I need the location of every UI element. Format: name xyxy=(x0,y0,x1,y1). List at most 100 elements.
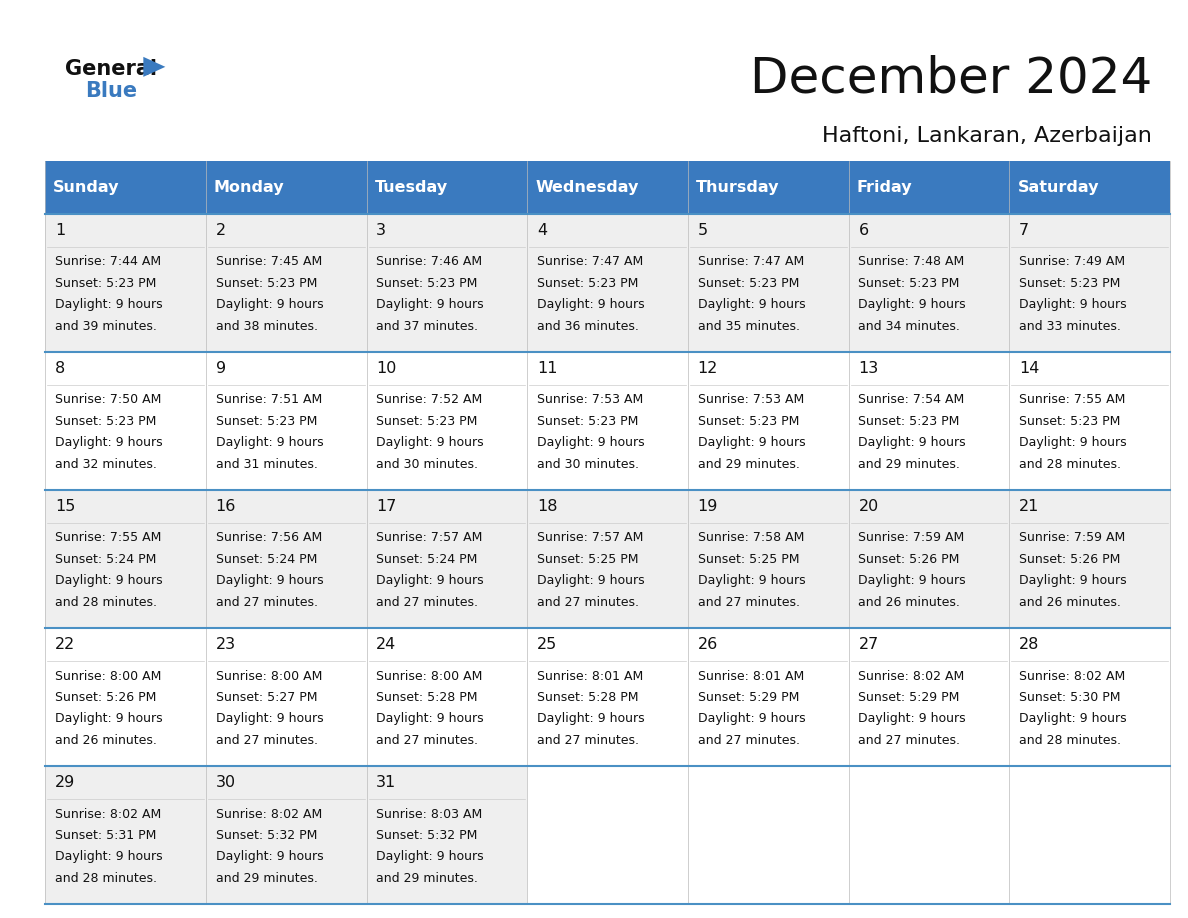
Text: 23: 23 xyxy=(215,637,235,652)
Text: Sunrise: 8:03 AM: Sunrise: 8:03 AM xyxy=(377,808,482,821)
Text: Daylight: 9 hours: Daylight: 9 hours xyxy=(859,712,966,725)
Text: Sunrise: 7:59 AM: Sunrise: 7:59 AM xyxy=(859,532,965,544)
Text: and 29 minutes.: and 29 minutes. xyxy=(215,872,317,885)
Text: Sunset: 5:28 PM: Sunset: 5:28 PM xyxy=(377,691,478,704)
Text: 7: 7 xyxy=(1019,223,1029,238)
Text: and 33 minutes.: and 33 minutes. xyxy=(1019,319,1121,332)
Text: 3: 3 xyxy=(377,223,386,238)
Text: Sunset: 5:23 PM: Sunset: 5:23 PM xyxy=(537,415,638,428)
Bar xyxy=(45,352,1170,490)
Text: Sunset: 5:23 PM: Sunset: 5:23 PM xyxy=(215,415,317,428)
Text: Daylight: 9 hours: Daylight: 9 hours xyxy=(377,850,484,864)
Text: Sunset: 5:31 PM: Sunset: 5:31 PM xyxy=(55,829,156,842)
Text: Sunset: 5:26 PM: Sunset: 5:26 PM xyxy=(1019,553,1120,565)
Text: Sunrise: 7:55 AM: Sunrise: 7:55 AM xyxy=(55,532,162,544)
Text: Daylight: 9 hours: Daylight: 9 hours xyxy=(537,298,645,311)
Text: Sunrise: 7:45 AM: Sunrise: 7:45 AM xyxy=(215,255,322,268)
Text: and 27 minutes.: and 27 minutes. xyxy=(537,733,639,746)
Text: 31: 31 xyxy=(377,775,397,790)
Text: 19: 19 xyxy=(697,499,718,514)
Text: and 28 minutes.: and 28 minutes. xyxy=(1019,457,1121,471)
Text: Sunrise: 7:58 AM: Sunrise: 7:58 AM xyxy=(697,532,804,544)
Text: Monday: Monday xyxy=(214,180,284,195)
Text: Sunrise: 7:57 AM: Sunrise: 7:57 AM xyxy=(537,532,644,544)
Text: Sunrise: 7:55 AM: Sunrise: 7:55 AM xyxy=(1019,394,1125,407)
Text: and 27 minutes.: and 27 minutes. xyxy=(377,733,479,746)
Text: Sunday: Sunday xyxy=(53,180,120,195)
Text: and 38 minutes.: and 38 minutes. xyxy=(215,319,317,332)
Text: and 26 minutes.: and 26 minutes. xyxy=(1019,596,1121,609)
Text: Sunset: 5:24 PM: Sunset: 5:24 PM xyxy=(55,553,156,565)
Text: 17: 17 xyxy=(377,499,397,514)
Text: and 39 minutes.: and 39 minutes. xyxy=(55,319,157,332)
Text: Daylight: 9 hours: Daylight: 9 hours xyxy=(859,298,966,311)
Text: Blue: Blue xyxy=(86,81,138,101)
Text: Sunset: 5:23 PM: Sunset: 5:23 PM xyxy=(697,276,800,290)
Text: Daylight: 9 hours: Daylight: 9 hours xyxy=(1019,712,1126,725)
Text: and 31 minutes.: and 31 minutes. xyxy=(215,457,317,471)
Text: Daylight: 9 hours: Daylight: 9 hours xyxy=(1019,575,1126,588)
Text: Sunset: 5:27 PM: Sunset: 5:27 PM xyxy=(215,691,317,704)
Text: Saturday: Saturday xyxy=(1017,180,1099,195)
Text: and 32 minutes.: and 32 minutes. xyxy=(55,457,157,471)
Text: Daylight: 9 hours: Daylight: 9 hours xyxy=(697,712,805,725)
Text: Sunrise: 7:57 AM: Sunrise: 7:57 AM xyxy=(377,532,482,544)
Text: Daylight: 9 hours: Daylight: 9 hours xyxy=(377,575,484,588)
Text: 29: 29 xyxy=(55,775,75,790)
Text: Sunrise: 7:59 AM: Sunrise: 7:59 AM xyxy=(1019,532,1125,544)
Text: 24: 24 xyxy=(377,637,397,652)
Text: Sunset: 5:24 PM: Sunset: 5:24 PM xyxy=(377,553,478,565)
Text: 8: 8 xyxy=(55,361,65,376)
Text: 30: 30 xyxy=(215,775,235,790)
Bar xyxy=(45,767,1170,904)
Text: and 29 minutes.: and 29 minutes. xyxy=(697,457,800,471)
Text: Sunrise: 7:46 AM: Sunrise: 7:46 AM xyxy=(377,255,482,268)
Text: and 27 minutes.: and 27 minutes. xyxy=(537,596,639,609)
Text: Daylight: 9 hours: Daylight: 9 hours xyxy=(537,575,645,588)
Text: Daylight: 9 hours: Daylight: 9 hours xyxy=(215,436,323,449)
Bar xyxy=(45,490,1170,628)
Text: Sunset: 5:23 PM: Sunset: 5:23 PM xyxy=(215,276,317,290)
Text: Daylight: 9 hours: Daylight: 9 hours xyxy=(697,575,805,588)
Text: Sunset: 5:28 PM: Sunset: 5:28 PM xyxy=(537,691,638,704)
Text: Daylight: 9 hours: Daylight: 9 hours xyxy=(215,850,323,864)
Text: Thursday: Thursday xyxy=(696,180,779,195)
Bar xyxy=(688,767,848,904)
Text: and 27 minutes.: and 27 minutes. xyxy=(859,733,960,746)
Text: Sunrise: 8:02 AM: Sunrise: 8:02 AM xyxy=(1019,669,1125,682)
Text: Sunrise: 7:48 AM: Sunrise: 7:48 AM xyxy=(859,255,965,268)
Text: Wednesday: Wednesday xyxy=(536,180,639,195)
Text: Daylight: 9 hours: Daylight: 9 hours xyxy=(55,298,163,311)
Text: and 28 minutes.: and 28 minutes. xyxy=(1019,733,1121,746)
Text: 11: 11 xyxy=(537,361,557,376)
Text: 21: 21 xyxy=(1019,499,1040,514)
Text: Sunrise: 7:47 AM: Sunrise: 7:47 AM xyxy=(697,255,804,268)
Text: Daylight: 9 hours: Daylight: 9 hours xyxy=(697,436,805,449)
Text: and 36 minutes.: and 36 minutes. xyxy=(537,319,639,332)
Text: Daylight: 9 hours: Daylight: 9 hours xyxy=(55,850,163,864)
Text: and 35 minutes.: and 35 minutes. xyxy=(697,319,800,332)
Text: Sunrise: 8:01 AM: Sunrise: 8:01 AM xyxy=(697,669,804,682)
Text: Sunrise: 8:00 AM: Sunrise: 8:00 AM xyxy=(215,669,322,682)
Bar xyxy=(45,628,1170,767)
Text: Sunset: 5:25 PM: Sunset: 5:25 PM xyxy=(697,553,800,565)
Text: Sunset: 5:25 PM: Sunset: 5:25 PM xyxy=(537,553,638,565)
Text: Sunrise: 8:00 AM: Sunrise: 8:00 AM xyxy=(377,669,482,682)
Text: 9: 9 xyxy=(215,361,226,376)
Text: 10: 10 xyxy=(377,361,397,376)
Text: 1: 1 xyxy=(55,223,65,238)
Text: Daylight: 9 hours: Daylight: 9 hours xyxy=(859,575,966,588)
Text: 22: 22 xyxy=(55,637,75,652)
Text: and 27 minutes.: and 27 minutes. xyxy=(697,596,800,609)
Text: Daylight: 9 hours: Daylight: 9 hours xyxy=(377,298,484,311)
Text: Daylight: 9 hours: Daylight: 9 hours xyxy=(55,575,163,588)
Text: Sunset: 5:26 PM: Sunset: 5:26 PM xyxy=(55,691,156,704)
Text: Daylight: 9 hours: Daylight: 9 hours xyxy=(377,436,484,449)
Text: 6: 6 xyxy=(859,223,868,238)
Bar xyxy=(45,214,1170,352)
Text: 16: 16 xyxy=(215,499,236,514)
Text: Sunrise: 7:53 AM: Sunrise: 7:53 AM xyxy=(537,394,643,407)
Text: 25: 25 xyxy=(537,637,557,652)
Text: Sunrise: 8:02 AM: Sunrise: 8:02 AM xyxy=(859,669,965,682)
Text: 15: 15 xyxy=(55,499,75,514)
